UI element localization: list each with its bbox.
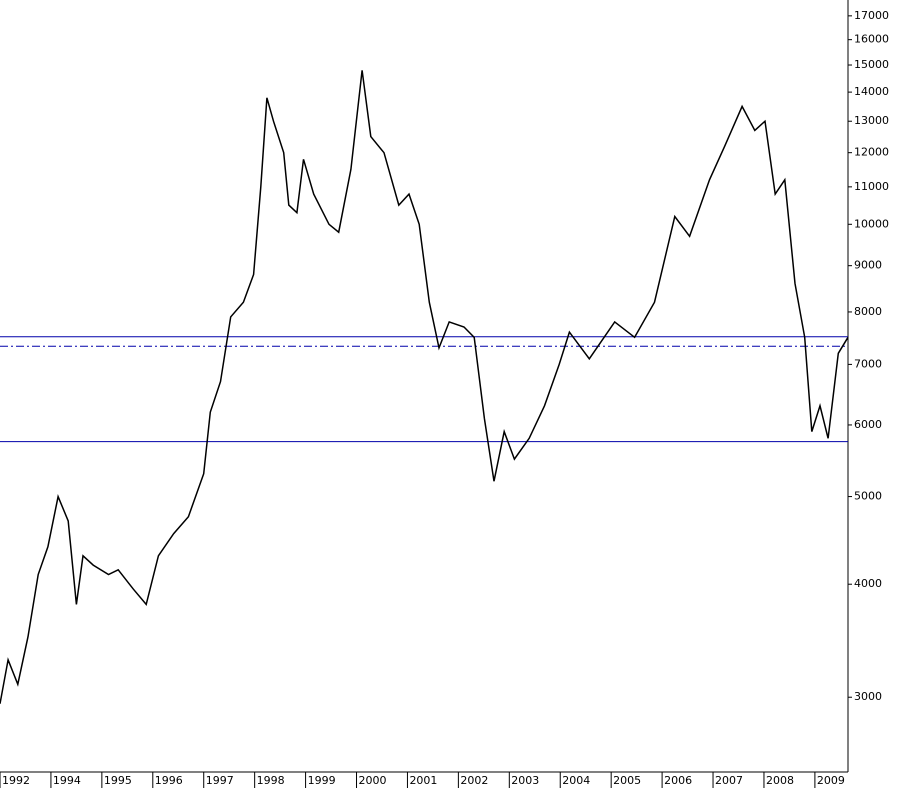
x-tick-label: 2005 xyxy=(613,774,641,787)
y-tick-label: 10000 xyxy=(854,217,889,230)
price-line xyxy=(0,70,849,704)
x-tick-label: 1998 xyxy=(257,774,285,787)
y-tick-label: 8000 xyxy=(854,305,882,318)
y-tick-label: 12000 xyxy=(854,146,889,159)
y-tick-label: 7000 xyxy=(854,357,882,370)
y-tick-label: 17000 xyxy=(854,9,889,22)
x-tick-label: 1999 xyxy=(308,774,336,787)
x-tick-label: 2001 xyxy=(409,774,437,787)
y-tick-label: 13000 xyxy=(854,114,889,127)
x-tick-label: 2008 xyxy=(766,774,794,787)
x-tick-label: 2000 xyxy=(359,774,387,787)
y-tick-label: 16000 xyxy=(854,33,889,46)
y-tick-label: 9000 xyxy=(854,259,882,272)
x-tick-label: 2004 xyxy=(562,774,590,787)
y-tick-label: 5000 xyxy=(854,490,882,503)
x-tick-label: 2007 xyxy=(715,774,743,787)
y-tick-label: 6000 xyxy=(854,418,882,431)
x-tick-label: 1997 xyxy=(206,774,234,787)
x-tick-label: 2009 xyxy=(817,774,845,787)
x-tick-label: 1994 xyxy=(53,774,81,787)
x-tick-label: 2006 xyxy=(664,774,692,787)
y-tick-label: 4000 xyxy=(854,577,882,590)
y-tick-label: 14000 xyxy=(854,85,889,98)
y-tick-label: 11000 xyxy=(854,180,889,193)
x-tick-label: 1995 xyxy=(104,774,132,787)
x-tick-label: 2003 xyxy=(511,774,539,787)
y-tick-label: 15000 xyxy=(854,58,889,71)
x-tick-label: 2002 xyxy=(460,774,488,787)
x-tick-label: 1992 xyxy=(2,774,30,787)
y-tick-label: 3000 xyxy=(854,690,882,703)
x-tick-label: 1996 xyxy=(155,774,183,787)
